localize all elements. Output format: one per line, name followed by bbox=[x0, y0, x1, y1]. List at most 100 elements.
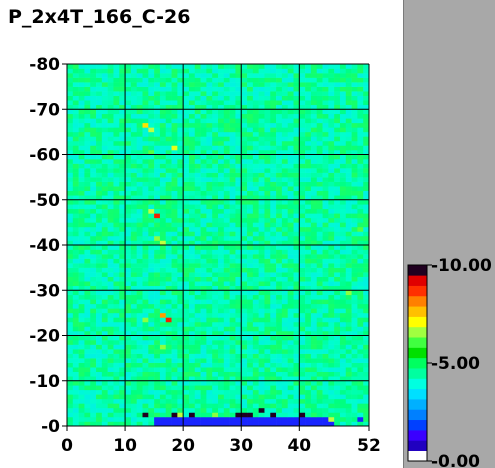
heatmap-cell bbox=[119, 118, 126, 124]
heatmap-cell bbox=[212, 276, 219, 282]
heatmap-cell bbox=[194, 231, 201, 237]
heatmap-cell bbox=[188, 349, 196, 354]
heatmap-cell bbox=[293, 344, 300, 350]
heatmap-cell bbox=[363, 199, 370, 205]
heatmap-cell bbox=[258, 177, 265, 182]
heatmap-cell bbox=[136, 353, 143, 359]
heatmap-cell bbox=[101, 317, 108, 323]
heatmap-cell bbox=[101, 249, 108, 255]
heatmap-cell bbox=[357, 335, 364, 341]
heatmap-cell bbox=[241, 190, 248, 196]
heatmap-cell bbox=[363, 140, 370, 146]
colorbar-swatch bbox=[408, 368, 427, 379]
heatmap-cell bbox=[223, 254, 230, 259]
heatmap-cell bbox=[229, 276, 236, 282]
heatmap-cell bbox=[339, 294, 347, 300]
heatmap-cell bbox=[159, 235, 167, 241]
heatmap-cell bbox=[281, 226, 288, 232]
heatmap-cell bbox=[119, 276, 126, 282]
heatmap-cell bbox=[357, 263, 364, 268]
heatmap-cell bbox=[90, 321, 97, 327]
heatmap-cell bbox=[270, 421, 277, 427]
heatmap-cell bbox=[316, 308, 323, 314]
heatmap-cell bbox=[357, 249, 364, 255]
heatmap-cell bbox=[78, 276, 85, 282]
heatmap-cell bbox=[148, 340, 155, 345]
heatmap-cell bbox=[316, 199, 323, 205]
heatmap-cell bbox=[345, 254, 352, 259]
heatmap-cell bbox=[171, 235, 178, 241]
heatmap-cell bbox=[252, 294, 259, 300]
heatmap-cell bbox=[363, 64, 370, 69]
heatmap-cell bbox=[96, 77, 103, 83]
heatmap-cell bbox=[264, 86, 271, 92]
heatmap-cell bbox=[258, 186, 265, 191]
heatmap-cell bbox=[67, 317, 74, 323]
heatmap-cell bbox=[177, 371, 184, 377]
heatmap-cell bbox=[345, 91, 352, 96]
heatmap-cell bbox=[177, 235, 184, 241]
heatmap-cell bbox=[345, 398, 352, 404]
heatmap-cell bbox=[235, 263, 242, 268]
heatmap-cell bbox=[154, 168, 161, 173]
heatmap-cell bbox=[148, 73, 155, 78]
heatmap-cell bbox=[241, 154, 248, 160]
heatmap-cell bbox=[188, 362, 196, 368]
heatmap-cell bbox=[78, 208, 85, 214]
heatmap-cell bbox=[113, 249, 120, 255]
heatmap-cell bbox=[159, 358, 167, 363]
heatmap-cell bbox=[287, 73, 294, 78]
heatmap-cell bbox=[142, 204, 149, 210]
heatmap-cell bbox=[200, 416, 207, 422]
heatmap-cell bbox=[165, 299, 172, 305]
heatmap-cell bbox=[136, 127, 143, 133]
heatmap-cell bbox=[310, 245, 318, 250]
heatmap-cell bbox=[183, 64, 190, 69]
heatmap-cell bbox=[72, 362, 79, 368]
heatmap-cell bbox=[363, 177, 370, 182]
heatmap-cell bbox=[148, 100, 155, 106]
heatmap-cell bbox=[119, 104, 126, 110]
heatmap-cell bbox=[101, 86, 108, 92]
heatmap-cell bbox=[316, 285, 323, 291]
heatmap-cell bbox=[345, 95, 352, 101]
heatmap-cell bbox=[136, 407, 143, 413]
heatmap-cell bbox=[281, 118, 288, 124]
heatmap-cell bbox=[67, 195, 74, 201]
heatmap-cell bbox=[270, 181, 277, 187]
heatmap-cell bbox=[206, 394, 213, 400]
heatmap-cell bbox=[287, 303, 294, 309]
heatmap-cell bbox=[130, 136, 137, 142]
heatmap-cell bbox=[84, 254, 91, 259]
heatmap-cell bbox=[357, 340, 364, 345]
heatmap-cell bbox=[363, 172, 370, 178]
heatmap-cell bbox=[223, 362, 230, 368]
heatmap-cell bbox=[247, 235, 254, 241]
heatmap-cell bbox=[125, 389, 132, 395]
heatmap-cell bbox=[258, 181, 265, 187]
heatmap-cell bbox=[328, 276, 335, 282]
heatmap-cell bbox=[142, 226, 149, 232]
heatmap-cell bbox=[125, 145, 132, 151]
heatmap-cell bbox=[96, 317, 103, 323]
heatmap-cell bbox=[305, 358, 312, 363]
heatmap-cell bbox=[119, 159, 126, 164]
heatmap-cell bbox=[194, 371, 201, 377]
heatmap-cell bbox=[119, 145, 126, 151]
heatmap-cell bbox=[276, 181, 283, 187]
heatmap-cell bbox=[136, 389, 143, 395]
heatmap-cell bbox=[223, 136, 230, 142]
heatmap-cell bbox=[229, 213, 236, 219]
heatmap-cell bbox=[142, 154, 149, 160]
heatmap-cell bbox=[345, 367, 352, 372]
heatmap-cell bbox=[218, 349, 225, 354]
heatmap-cell bbox=[229, 181, 236, 187]
heatmap-cell bbox=[247, 376, 254, 382]
heatmap-cell bbox=[247, 303, 254, 309]
heatmap-cell bbox=[276, 226, 283, 232]
heatmap-cell bbox=[78, 217, 85, 223]
heatmap-cell bbox=[67, 118, 74, 124]
heatmap-cell bbox=[293, 140, 300, 146]
heatmap-cell bbox=[206, 136, 213, 142]
heatmap-cell bbox=[258, 299, 265, 305]
